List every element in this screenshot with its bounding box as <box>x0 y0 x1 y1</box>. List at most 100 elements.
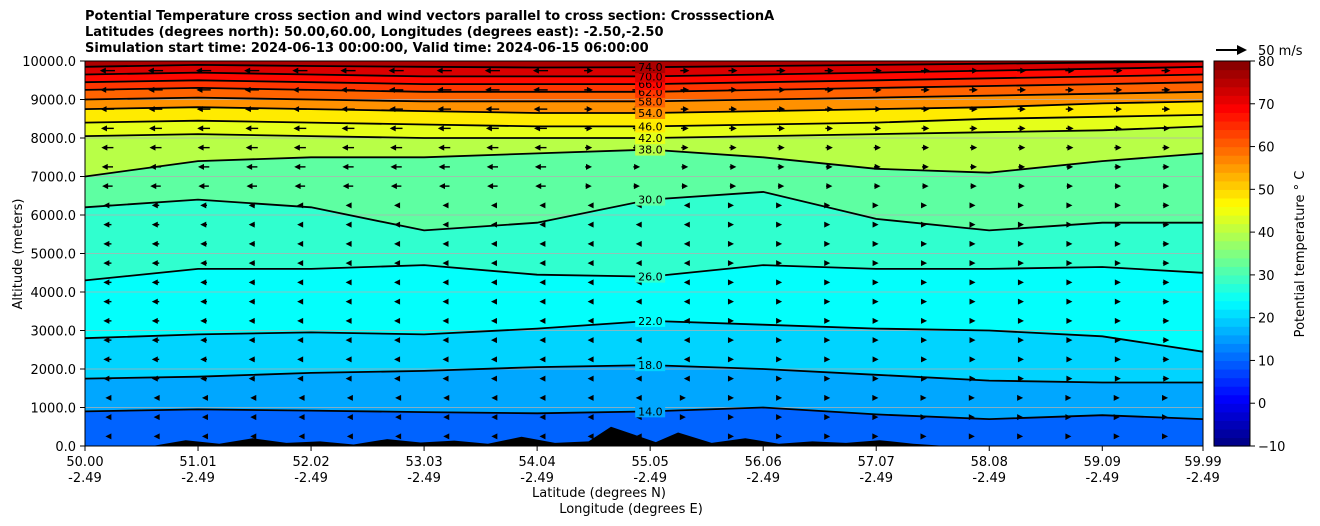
wind-vector-arrow <box>584 144 593 151</box>
wind-vector-arrow <box>341 125 355 132</box>
colorbar-step <box>1214 120 1250 131</box>
wind-vector-arrow <box>151 279 160 286</box>
wind-vector-arrow <box>1114 317 1121 324</box>
wind-vector-arrow <box>1017 125 1026 132</box>
wind-vector-arrow <box>346 433 353 440</box>
wind-vector-arrow <box>297 221 304 228</box>
wind-vector-arrow <box>824 298 831 305</box>
wind-vector-arrow <box>390 144 403 151</box>
quiver-key: 50 m/s <box>1216 44 1303 59</box>
colorbar <box>1214 61 1250 447</box>
colorbar-step <box>1214 283 1250 293</box>
colorbar-step <box>1214 172 1250 182</box>
wind-vector-arrow <box>633 183 640 190</box>
wind-vector-arrow <box>1162 240 1170 247</box>
wind-vector-arrow <box>683 337 690 344</box>
chart-title-line-2: Latitudes (degrees north): 50.00,60.00, … <box>85 25 664 40</box>
wind-vector-arrow <box>635 375 642 382</box>
x-axis-label-latitude: Latitude (degrees N) <box>532 486 666 501</box>
wind-vector-arrow <box>394 375 401 382</box>
wind-vector-arrow <box>1018 183 1025 190</box>
wind-vector-arrow <box>200 202 208 209</box>
wind-vector-arrow <box>248 240 255 247</box>
wind-vector-arrow <box>394 240 401 247</box>
wind-vector-arrow <box>1017 221 1024 228</box>
wind-vector-arrow <box>1066 240 1073 247</box>
wind-vector-arrow <box>1066 279 1073 286</box>
colorbar-step <box>1214 180 1250 190</box>
wind-vector-arrow <box>490 279 497 286</box>
wind-vector-arrow <box>921 125 930 132</box>
wind-vector-arrow <box>872 433 879 440</box>
colorbar-step <box>1214 274 1250 285</box>
wind-vector-arrow <box>1161 86 1171 93</box>
wind-vector-arrow <box>103 356 112 363</box>
wind-vector-arrow <box>198 183 209 190</box>
wind-vector-arrow <box>824 356 831 363</box>
colorbar-tick-label: 40 <box>1258 226 1275 241</box>
wind-vector-arrow <box>587 337 594 344</box>
wind-vector-arrow <box>395 433 402 440</box>
colorbar-step <box>1214 146 1250 156</box>
y-tick-label: 0.0 <box>55 440 76 455</box>
wind-vector-arrow <box>680 125 689 132</box>
wind-vector-arrow <box>584 67 594 74</box>
wind-vector-arrow <box>539 375 546 382</box>
wind-vector-arrow <box>345 279 352 286</box>
colorbar-step <box>1214 257 1250 267</box>
wind-vector-arrow <box>1065 125 1074 132</box>
contour-label-74.0: 74.0 <box>638 61 663 74</box>
wind-vector-arrow <box>438 183 450 190</box>
wind-vector-arrow <box>1113 394 1120 401</box>
contour-label-bg <box>635 359 666 372</box>
contour-label-58.0: 58.0 <box>638 95 663 108</box>
wind-vector-arrow <box>1162 356 1170 363</box>
wind-vector-arrow <box>776 202 783 209</box>
wind-vector-arrow <box>1113 86 1123 93</box>
wind-vector-arrow <box>297 279 304 286</box>
wind-vector-arrow <box>293 125 307 132</box>
wind-vector-arrow <box>776 221 783 228</box>
wind-vector-arrow <box>824 433 831 440</box>
wind-vector-arrow <box>250 433 257 440</box>
x-tick-label-lon: -2.49 <box>407 471 441 486</box>
wind-vector-arrow <box>292 67 308 74</box>
wind-vector-arrow <box>1017 260 1024 267</box>
wind-vector-arrow <box>200 279 208 286</box>
wind-vector-arrow <box>776 375 783 382</box>
wind-vector-arrow <box>298 394 305 401</box>
contour-lines: 14.0 18.0 22.0 26.0 30.0 38.042.046.054.058.0… <box>85 61 1203 421</box>
wind-vector-arrow <box>635 221 642 228</box>
wind-vector-arrow <box>1066 317 1073 324</box>
band-78 <box>85 57 1203 61</box>
y-tick-label: 4000.0 <box>31 286 77 301</box>
wind-vector-arrow <box>539 202 546 209</box>
contour-label-26.0: 26.0 <box>638 271 663 284</box>
wind-vector-arrow <box>727 356 734 363</box>
wind-vector-arrow <box>100 125 114 132</box>
wind-vector-arrow <box>442 240 449 247</box>
wind-vector-arrow <box>103 260 112 267</box>
wind-vector-arrow <box>683 279 690 286</box>
contour-label-bg <box>635 405 666 418</box>
wind-vector-arrow <box>1017 433 1024 440</box>
chart-title-line-3: Simulation start time: 2024-06-13 00:00:… <box>85 41 649 56</box>
wind-vector-arrow <box>1018 163 1026 170</box>
wind-vector-arrow <box>872 356 879 363</box>
wind-vector-arrow <box>105 433 112 440</box>
wind-vector-arrow <box>921 202 928 209</box>
wind-vector-arrow <box>1162 337 1170 344</box>
wind-vector-arrow <box>679 414 686 421</box>
wind-vector-arrow <box>539 433 546 440</box>
x-tick-label-lon: -2.49 <box>1085 471 1119 486</box>
wind-vector-arrow <box>200 337 208 344</box>
wind-vector-arrow <box>968 433 975 440</box>
wind-vector-arrow <box>436 67 452 74</box>
wind-vector-arrow <box>969 356 976 363</box>
wind-vector-arrow <box>201 414 208 421</box>
wind-vector-arrow <box>727 433 734 440</box>
colorbar-step <box>1214 309 1250 319</box>
wind-vector-arrow <box>969 240 976 247</box>
wind-vector-arrow <box>777 183 785 190</box>
wind-vector-arrow <box>921 144 930 151</box>
